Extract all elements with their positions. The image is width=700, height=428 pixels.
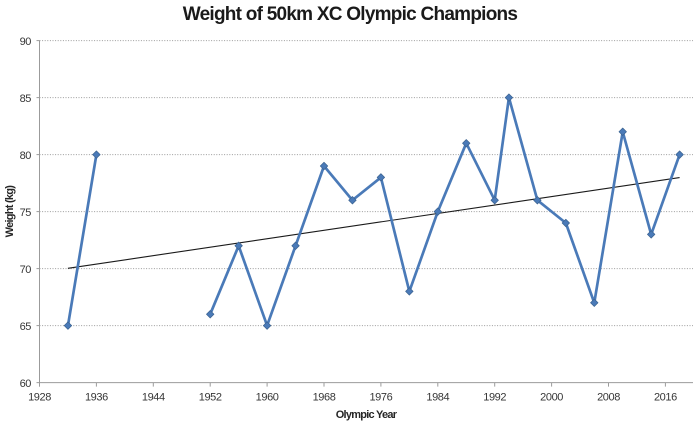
- svg-text:90: 90: [20, 36, 32, 48]
- svg-text:70: 70: [20, 264, 32, 276]
- svg-text:1952: 1952: [199, 392, 222, 404]
- svg-text:80: 80: [20, 150, 32, 162]
- svg-text:1928: 1928: [28, 392, 51, 404]
- svg-text:Olympic Year: Olympic Year: [336, 409, 398, 421]
- svg-text:1968: 1968: [313, 392, 336, 404]
- svg-text:65: 65: [20, 321, 32, 333]
- svg-text:1960: 1960: [256, 392, 279, 404]
- svg-text:1944: 1944: [142, 392, 165, 404]
- svg-text:75: 75: [20, 207, 32, 219]
- svg-text:Weight of 50km XC Olympic Cham: Weight of 50km XC Olympic Champions: [183, 4, 518, 25]
- svg-text:2000: 2000: [540, 392, 563, 404]
- svg-text:85: 85: [20, 93, 32, 105]
- svg-text:1976: 1976: [369, 392, 392, 404]
- svg-text:1936: 1936: [85, 392, 108, 404]
- svg-text:1992: 1992: [483, 392, 506, 404]
- svg-text:60: 60: [20, 378, 32, 390]
- svg-text:2016: 2016: [654, 392, 677, 404]
- svg-text:Weight (kg): Weight (kg): [4, 185, 16, 238]
- svg-text:1984: 1984: [426, 392, 449, 404]
- svg-text:2008: 2008: [597, 392, 620, 404]
